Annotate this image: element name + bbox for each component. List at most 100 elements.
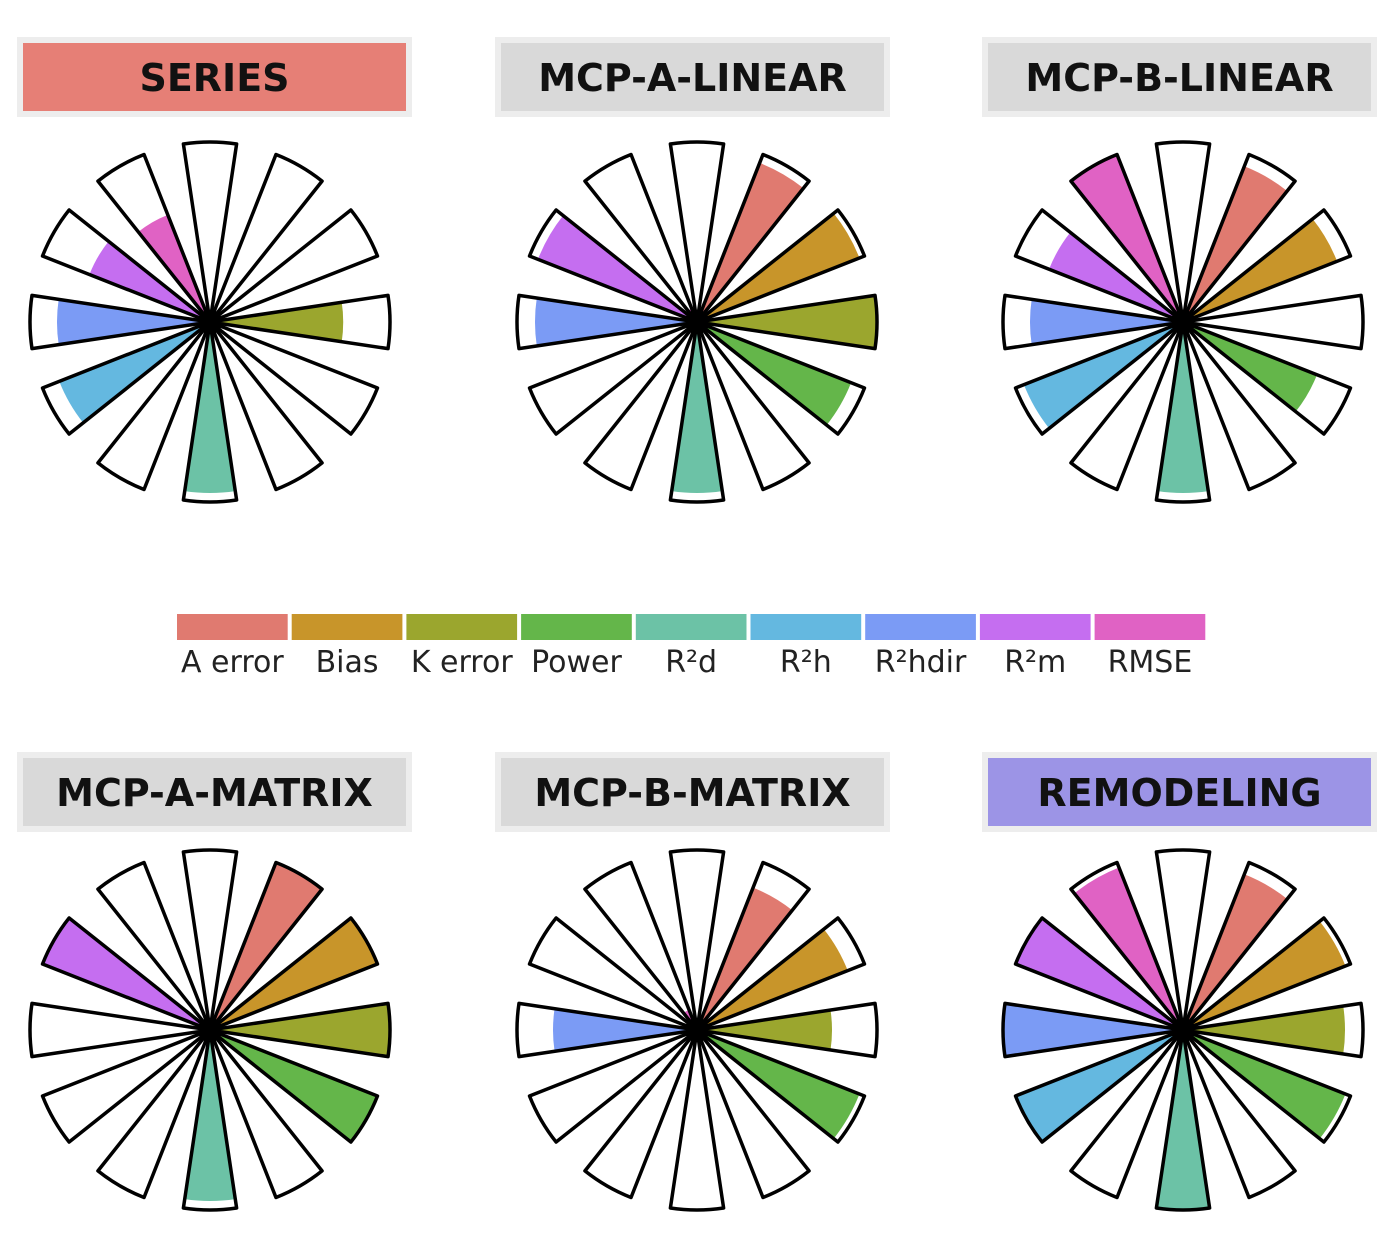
wedge-outline-bias xyxy=(695,916,867,1032)
wedge-outline-empty xyxy=(1181,320,1297,492)
wedge-outline-empty xyxy=(1069,320,1185,492)
wedge-outline-k-error xyxy=(1181,1001,1365,1059)
bar-r2h xyxy=(1023,322,1183,429)
legend-label-r2m: R²m xyxy=(1004,645,1066,680)
wedge-outline-r2d xyxy=(1154,320,1212,504)
bar-power xyxy=(1183,322,1317,412)
wedge-outline-r2hdir xyxy=(1001,293,1185,351)
wedge-outline-rmse xyxy=(1069,860,1185,1032)
wedge-outline-empty xyxy=(96,1028,212,1200)
wedge-outline-empty xyxy=(583,1028,699,1200)
wedge-outline-k-error xyxy=(208,1001,392,1059)
wedge-outline-empty xyxy=(1181,1028,1297,1200)
center-hub xyxy=(686,1019,708,1041)
legend-swatch-r2hdir xyxy=(865,614,976,640)
wedge-outline-r2hdir xyxy=(515,1001,699,1059)
legend-label-bias: Bias xyxy=(316,645,379,680)
wedge-outline-r2m xyxy=(527,916,699,1032)
bar-r2m xyxy=(1015,917,1183,1030)
legend-label-r2h: R²h xyxy=(780,645,832,680)
bar-r2m xyxy=(42,917,210,1030)
wedge-outline-r2d xyxy=(668,1028,726,1212)
wedge-outline-r2d xyxy=(181,320,239,504)
center-hub xyxy=(1172,311,1194,333)
legend-swatch-r2m xyxy=(979,614,1091,640)
wedge-outline-power xyxy=(695,1028,867,1144)
wedge-outline-rmse xyxy=(96,152,212,324)
wedge-outline-r2h xyxy=(1013,1028,1185,1144)
bar-r2d xyxy=(184,322,236,493)
panel-title: SERIES xyxy=(139,56,289,100)
wedge-outline-r2hdir xyxy=(515,293,699,351)
bar-power xyxy=(1183,1030,1346,1139)
wedge-outline-empty xyxy=(695,320,811,492)
legend: A error Bias K error Power R²d R²h R²hdir R²m RM… xyxy=(177,614,1206,680)
bar-r2d xyxy=(1157,322,1209,493)
wedge-outline-power xyxy=(1181,320,1353,436)
bar-bias xyxy=(1183,921,1346,1030)
panel-title: MCP-B-LINEAR xyxy=(1025,56,1333,100)
wedge-outline-a-error xyxy=(695,860,811,1032)
panel-remodeling: REMODELING xyxy=(982,752,1377,1212)
wedge-outline-r2d xyxy=(1154,1028,1212,1212)
wedge-outline-rmse xyxy=(96,860,212,1032)
bar-bias xyxy=(1183,218,1338,322)
wedge-outline-r2m xyxy=(1013,916,1185,1032)
panel-title: MCP-A-LINEAR xyxy=(538,56,847,100)
bar-bias xyxy=(697,213,860,322)
bar-a-error xyxy=(697,887,793,1030)
legend-swatch-k-error xyxy=(406,614,518,640)
wedge-outline-empty xyxy=(1154,140,1212,324)
bar-r2hdir xyxy=(552,1008,697,1052)
legend-swatch-power xyxy=(521,614,632,640)
wedge-outline-power xyxy=(695,320,867,436)
center-hub xyxy=(686,311,708,333)
panel-title: MCP-A-MATRIX xyxy=(56,771,373,815)
wedge-outline-r2m xyxy=(1013,208,1185,324)
panel-title-box xyxy=(501,43,884,111)
bar-rmse xyxy=(1074,867,1183,1030)
wedge-outline-rmse xyxy=(1069,152,1185,324)
bar-r2d xyxy=(671,322,723,493)
wedge-outline-r2m xyxy=(40,916,212,1032)
bar-bias xyxy=(697,929,848,1030)
wedge-outline-r2h xyxy=(527,320,699,436)
wedge-outline-empty xyxy=(96,320,212,492)
panel-mcp-b-linear: MCP-B-LINEAR xyxy=(982,37,1377,504)
legend-swatch-r2h xyxy=(750,614,862,640)
wedge-outline-empty xyxy=(181,140,239,324)
bar-k-error xyxy=(1183,1006,1346,1054)
wedge-outline-power xyxy=(208,1028,380,1144)
wedge-outline-k-error xyxy=(208,293,392,351)
wedge-outline-k-error xyxy=(695,293,879,351)
bar-power xyxy=(697,1030,860,1139)
wedge-outline-empty xyxy=(668,140,726,324)
wedge-outline-empty xyxy=(1069,1028,1185,1200)
legend-label-rmse: RMSE xyxy=(1108,645,1193,680)
panel-title-box xyxy=(501,758,884,826)
bar-r2m xyxy=(537,215,697,322)
bar-r2hdir xyxy=(1030,299,1183,345)
wedge-outline-a-error xyxy=(208,152,324,324)
wedge-outline-rmse xyxy=(583,860,699,1032)
center-hub xyxy=(199,1019,221,1041)
wedge-outline-power xyxy=(1181,1028,1353,1144)
bar-r2hdir xyxy=(57,299,210,345)
wedge-outline-r2h xyxy=(1013,320,1185,436)
wedge-outline-a-error xyxy=(1181,860,1297,1032)
wedge-outline-empty xyxy=(668,848,726,1032)
bar-a-error xyxy=(210,862,323,1030)
wedge-outline-k-error xyxy=(695,1001,879,1059)
bar-power xyxy=(210,1030,378,1143)
legend-label-power: Power xyxy=(531,645,622,680)
center-hub xyxy=(199,311,221,333)
bar-r2d xyxy=(1156,1030,1210,1210)
wedge-outline-empty xyxy=(695,1028,811,1200)
bar-a-error xyxy=(1183,874,1288,1030)
wedge-outline-power xyxy=(208,320,380,436)
wedge-outline-r2m xyxy=(40,208,212,324)
legend-label-k-error: K error xyxy=(411,645,514,680)
wedge-outline-empty xyxy=(208,320,324,492)
bar-k-error xyxy=(210,1003,390,1057)
